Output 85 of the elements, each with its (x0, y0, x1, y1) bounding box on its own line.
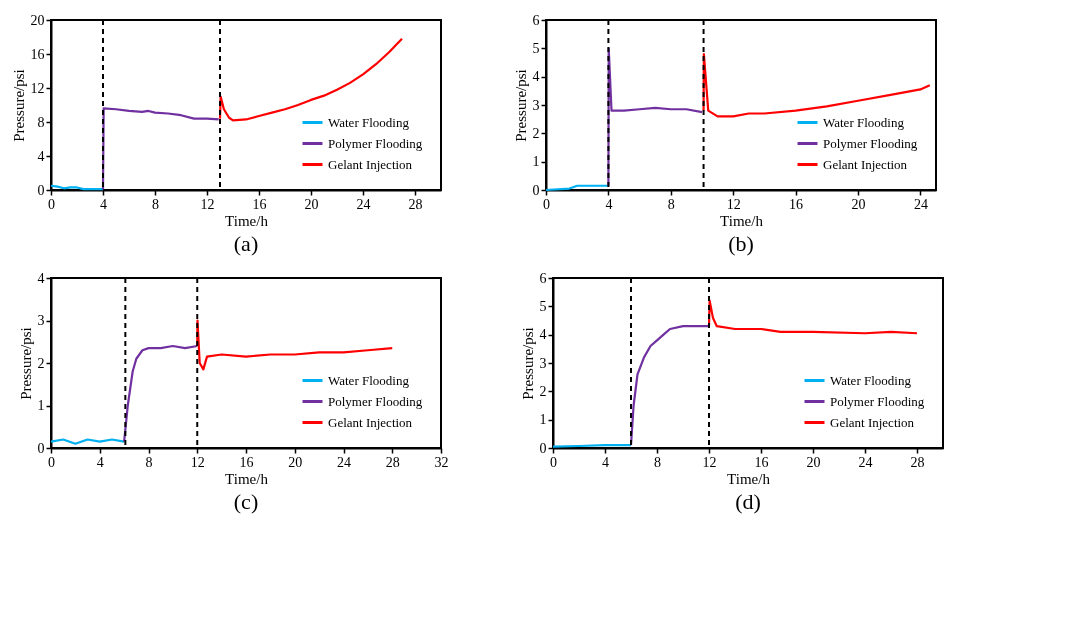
x-tick-label: 24 (356, 196, 371, 212)
y-tick-label: 0 (37, 182, 45, 198)
y-tick-label: 0 (539, 440, 547, 456)
x-tick-label: 8 (152, 196, 159, 212)
y-tick-label: 20 (30, 12, 45, 28)
x-tick-label: 24 (337, 454, 351, 470)
x-axis-title: Time/h (225, 470, 269, 487)
y-tick-label: 6 (539, 270, 547, 286)
y-axis-title: Pressure/psi (519, 327, 536, 400)
legend-label: Polymer Flooding (823, 135, 918, 151)
legend-label: Gelant Injection (830, 414, 915, 430)
x-tick-label: 4 (602, 454, 609, 470)
x-tick-label: 12 (702, 454, 717, 470)
x-tick-label: 8 (667, 196, 675, 212)
line-series (196, 319, 394, 371)
x-tick-label: 8 (654, 454, 661, 470)
x-axis-title: Time/h (225, 212, 269, 229)
legend-label: Gelant Injection (328, 414, 413, 430)
y-tick-label: 2 (539, 383, 547, 399)
y-tick-label: 2 (37, 355, 45, 371)
x-tick-label: 20 (288, 454, 303, 470)
text: (b) (728, 231, 754, 256)
x-tick-label: 12 (200, 196, 215, 212)
line-series (702, 52, 931, 118)
y-tick-label: 12 (30, 80, 45, 96)
legend-label: Polymer Flooding (830, 393, 925, 409)
x-tick-label: 20 (806, 454, 821, 470)
x-tick-label: 20 (304, 196, 319, 212)
text: (c) (233, 489, 259, 514)
x-tick-label: 32 (434, 454, 449, 470)
y-tick-label: 16 (30, 46, 45, 62)
y-tick-label: 5 (532, 40, 540, 56)
y-tick-label: 0 (37, 440, 45, 456)
y-tick-label: 8 (37, 114, 45, 130)
x-tick-label: 28 (385, 454, 400, 470)
x-tick-label: 16 (789, 196, 804, 212)
legend-label: Polymer Flooding (328, 393, 423, 409)
y-tick-label: 3 (532, 97, 540, 113)
x-tick-label: 24 (858, 454, 873, 470)
legend-label: Polymer Flooding (328, 135, 423, 151)
legend-label: Water Flooding (328, 372, 410, 388)
y-tick-label: 3 (37, 313, 45, 328)
y-tick-label: 0 (532, 182, 540, 198)
y-axis-title: Pressure/psi (10, 69, 27, 142)
y-tick-label: 4 (539, 327, 547, 343)
x-tick-label: 4 (96, 454, 104, 470)
y-tick-label: 4 (37, 270, 45, 286)
x-tick-label: 0 (48, 454, 55, 470)
text: (a) (233, 231, 259, 256)
y-tick-label: 1 (37, 398, 45, 413)
x-tick-label: 28 (910, 454, 925, 470)
x-tick-label: 12 (726, 196, 741, 212)
line-series (101, 107, 220, 191)
text: (d) (735, 489, 761, 514)
y-tick-label: 5 (539, 298, 547, 314)
x-axis-title: Time/h (727, 470, 771, 487)
x-axis-title: Time/h (720, 212, 764, 229)
x-tick-label: 8 (145, 454, 153, 470)
y-tick-label: 4 (532, 69, 540, 85)
x-tick-label: 24 (913, 196, 928, 212)
x-tick-label: 20 (851, 196, 866, 212)
x-tick-label: 4 (100, 196, 107, 212)
line-series (123, 344, 199, 443)
legend-label: Water Flooding (328, 114, 410, 130)
x-tick-label: 12 (190, 454, 205, 470)
y-tick-label: 2 (532, 125, 540, 141)
x-tick-label: 16 (754, 454, 769, 470)
line-series (707, 299, 919, 335)
y-axis-title: Pressure/psi (17, 327, 34, 400)
y-tick-label: 3 (539, 355, 547, 371)
x-tick-label: 28 (408, 196, 423, 212)
x-tick-label: 16 (252, 196, 267, 212)
x-tick-label: 4 (605, 196, 613, 212)
x-tick-label: 0 (550, 454, 557, 470)
x-tick-label: 0 (48, 196, 55, 212)
y-tick-label: 6 (532, 12, 540, 28)
x-tick-label: 16 (239, 454, 254, 470)
y-tick-label: 1 (539, 412, 547, 428)
y-axis-title: Pressure/psi (512, 69, 529, 142)
legend-label: Water Flooding (830, 372, 912, 388)
legend-label: Water Flooding (823, 114, 905, 130)
legend-label: Gelant Injection (823, 156, 908, 172)
y-tick-label: 1 (532, 154, 540, 170)
y-tick-label: 4 (37, 148, 45, 164)
legend-label: Gelant Injection (328, 156, 413, 172)
